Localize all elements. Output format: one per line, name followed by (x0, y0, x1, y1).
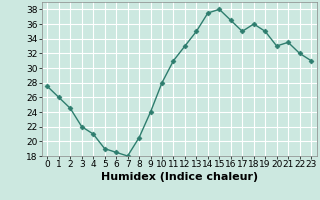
X-axis label: Humidex (Indice chaleur): Humidex (Indice chaleur) (100, 172, 258, 182)
